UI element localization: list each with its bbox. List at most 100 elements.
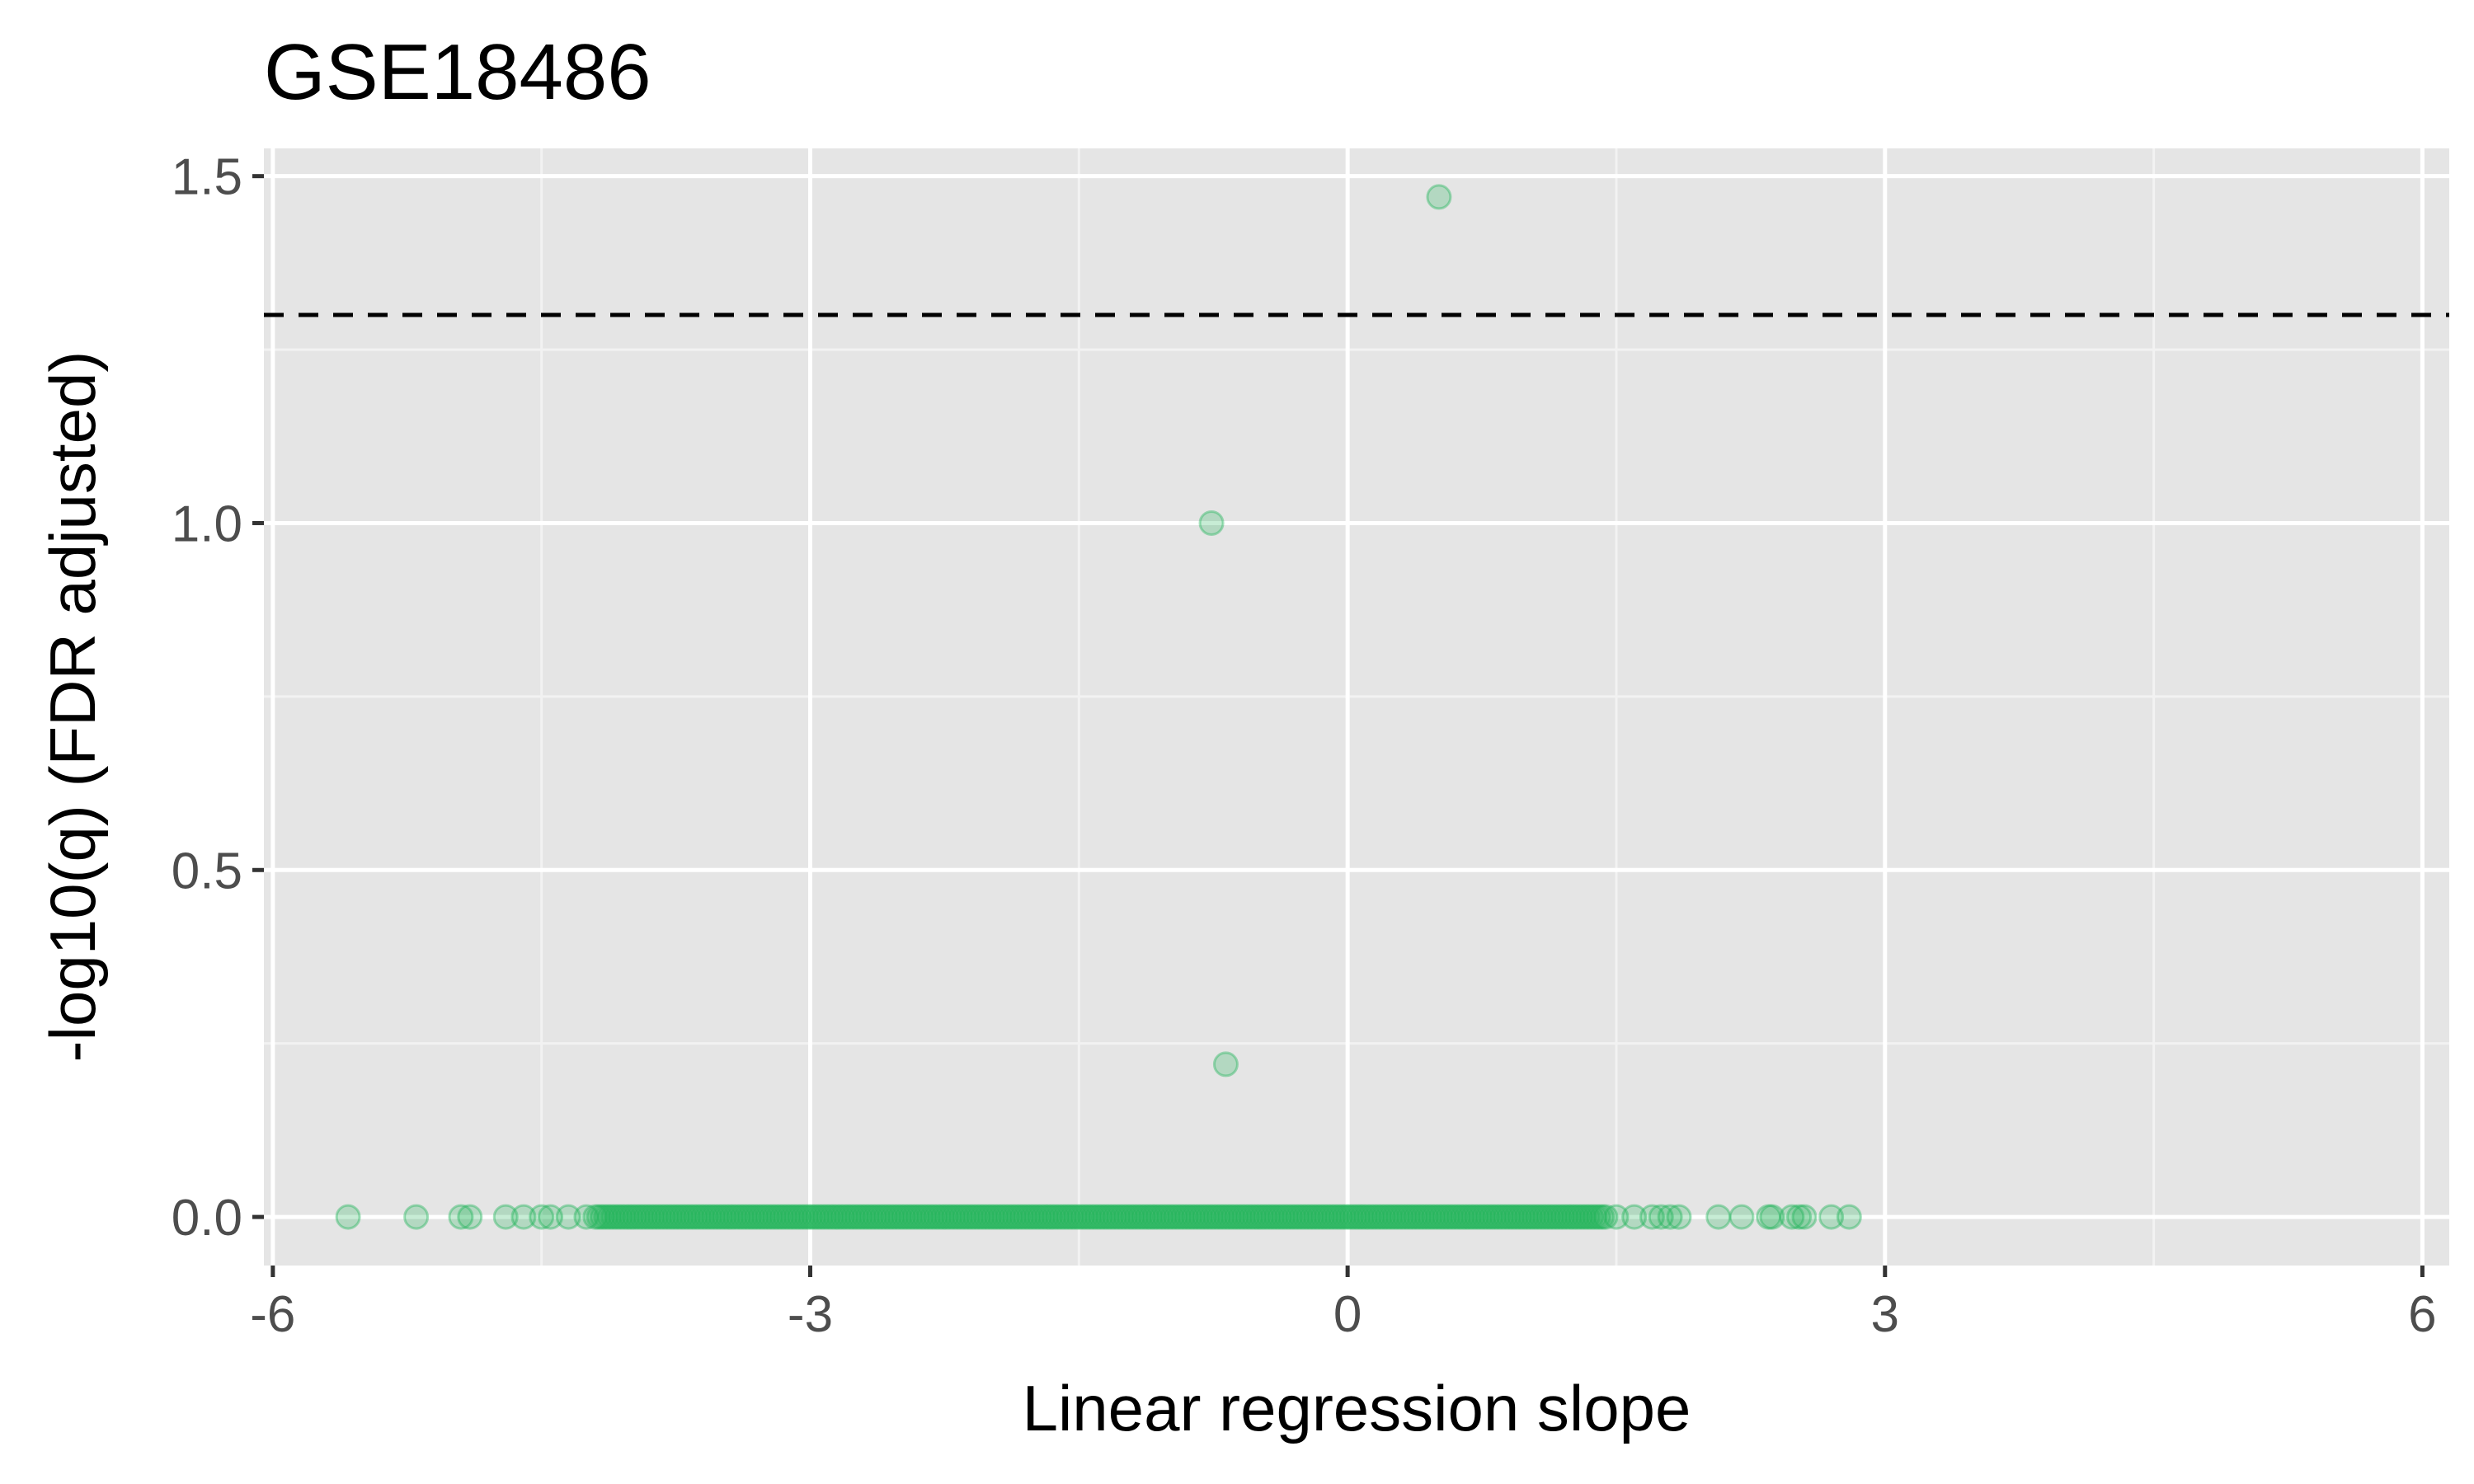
- data-point: [790, 1204, 816, 1230]
- data-point: [1331, 1204, 1357, 1230]
- data-point: [1027, 1204, 1053, 1230]
- data-point: [948, 1204, 974, 1230]
- data-point: [1360, 1204, 1386, 1230]
- data-point: [704, 1204, 731, 1230]
- data-point: [1177, 1204, 1203, 1230]
- data-point: [708, 1204, 734, 1230]
- data-point: [1230, 1204, 1257, 1230]
- data-point: [1513, 1204, 1540, 1230]
- data-point: [1589, 1204, 1616, 1230]
- data-point: [872, 1204, 899, 1230]
- data-point: [740, 1204, 766, 1230]
- data-point: [582, 1204, 609, 1230]
- data-point: [1310, 1204, 1336, 1230]
- y-tick-label: 0.5: [172, 843, 242, 899]
- data-point: [457, 1204, 483, 1230]
- data-point: [894, 1204, 920, 1230]
- data-point: [1435, 1204, 1461, 1230]
- data-point: [1657, 1204, 1683, 1230]
- data-point: [679, 1204, 705, 1230]
- data-point: [1076, 1204, 1103, 1230]
- data-point: [697, 1204, 723, 1230]
- data-point: [590, 1204, 616, 1230]
- data-point: [1818, 1204, 1845, 1230]
- data-point: [573, 1204, 600, 1230]
- data-point: [726, 1204, 752, 1230]
- data-point: [1352, 1204, 1379, 1230]
- data-point: [736, 1204, 763, 1230]
- data-point: [1427, 1204, 1454, 1230]
- data-point: [1184, 1204, 1211, 1230]
- data-point: [990, 1204, 1017, 1230]
- data-point: [1381, 1204, 1408, 1230]
- y-tick-label: 0.0: [172, 1190, 242, 1247]
- data-point: [1442, 1204, 1468, 1230]
- data-point: [661, 1204, 687, 1230]
- data-point: [1198, 510, 1225, 536]
- data-point: [1059, 1204, 1085, 1230]
- x-tick-label: 6: [2408, 1286, 2436, 1343]
- data-point: [1188, 1204, 1214, 1230]
- data-point: [1582, 1204, 1608, 1230]
- data-point: [671, 1204, 698, 1230]
- data-point: [1446, 1204, 1472, 1230]
- data-point: [969, 1204, 995, 1230]
- data-point: [732, 1204, 759, 1230]
- data-point: [1648, 1204, 1674, 1230]
- data-point: [779, 1204, 806, 1230]
- data-point: [1108, 1204, 1135, 1230]
- data-point: [600, 1204, 627, 1230]
- data-point: [1550, 1204, 1576, 1230]
- data-point: [1195, 1204, 1221, 1230]
- data-point: [987, 1204, 1014, 1230]
- data-point: [1449, 1204, 1475, 1230]
- data-point: [607, 1204, 633, 1230]
- data-point: [775, 1204, 802, 1230]
- data-point: [689, 1204, 716, 1230]
- data-point: [1249, 1204, 1275, 1230]
- data-point: [879, 1204, 905, 1230]
- data-point: [1105, 1204, 1131, 1230]
- data-point: [1202, 1204, 1228, 1230]
- data-point: [1453, 1204, 1479, 1230]
- data-point: [1191, 1204, 1217, 1230]
- data-point: [1542, 1204, 1569, 1230]
- data-point: [955, 1204, 981, 1230]
- y-tick-label: 1.5: [172, 149, 242, 206]
- data-point: [840, 1204, 867, 1230]
- data-point: [876, 1204, 902, 1230]
- data-point: [586, 1204, 612, 1230]
- data-point: [754, 1204, 780, 1230]
- data-point: [1267, 1204, 1293, 1230]
- data-point: [1417, 1204, 1443, 1230]
- plot-panel: [264, 148, 2449, 1266]
- data-point: [783, 1204, 809, 1230]
- data-point: [1320, 1204, 1347, 1230]
- data-point: [1431, 1204, 1457, 1230]
- data-point: [1510, 1204, 1536, 1230]
- x-tick-label: 3: [1871, 1286, 1899, 1343]
- data-point: [1291, 1204, 1318, 1230]
- data-point: [844, 1204, 870, 1230]
- data-point: [915, 1204, 942, 1230]
- data-point: [883, 1204, 910, 1230]
- data-point: [1377, 1204, 1404, 1230]
- data-point: [711, 1204, 737, 1230]
- data-point: [1087, 1204, 1113, 1230]
- data-point: [1571, 1204, 1597, 1230]
- data-point: [854, 1204, 881, 1230]
- data-point: [654, 1204, 680, 1230]
- data-point: [639, 1204, 666, 1230]
- data-point: [1273, 1204, 1300, 1230]
- data-point: [1507, 1204, 1533, 1230]
- data-point: [1395, 1204, 1422, 1230]
- data-point: [643, 1204, 670, 1230]
- data-point: [868, 1204, 895, 1230]
- data-point: [1426, 184, 1452, 210]
- data-point: [951, 1204, 977, 1230]
- data-point: [1023, 1204, 1049, 1230]
- data-point: [650, 1204, 676, 1230]
- data-point: [1091, 1204, 1117, 1230]
- data-point: [1779, 1204, 1805, 1230]
- data-point: [1345, 1204, 1371, 1230]
